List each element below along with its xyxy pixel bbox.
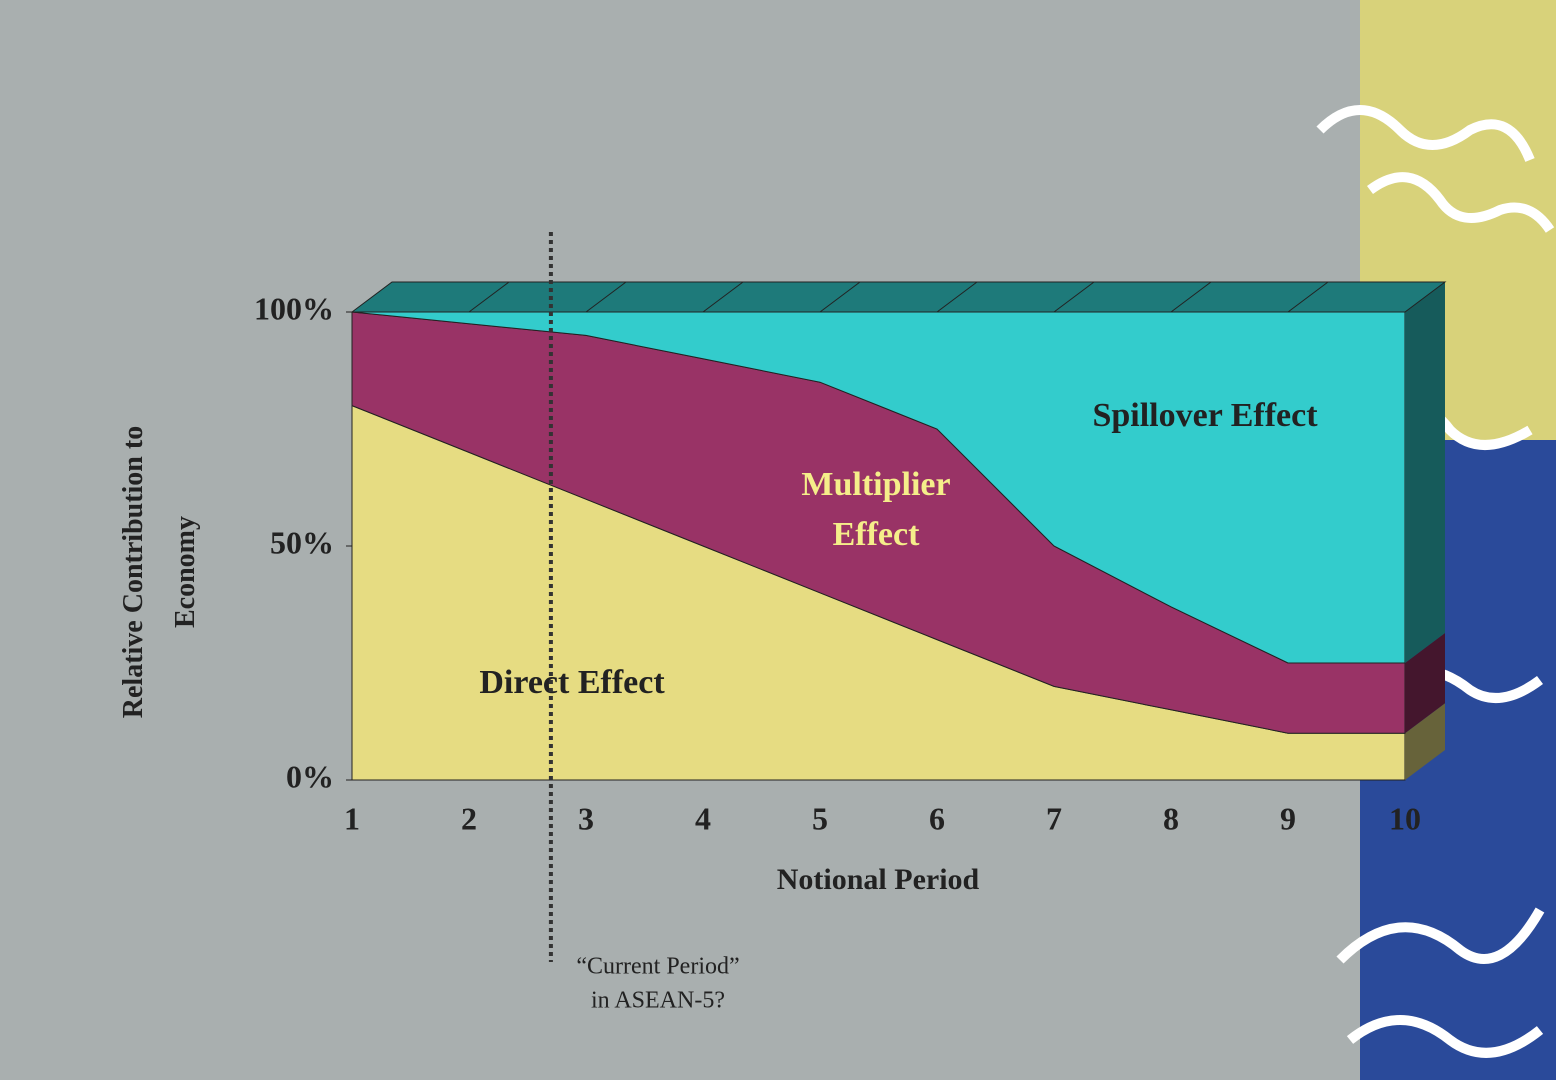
y-tick-label: 0%	[286, 758, 334, 794]
x-tick-label: 9	[1280, 800, 1296, 836]
series-label: Multiplier Effect	[776, 460, 976, 560]
y-axis-title: Relative Contribution to Economy	[108, 382, 212, 762]
x-tick-label: 6	[929, 800, 945, 836]
annotation-text: in ASEAN-5?	[591, 988, 725, 1014]
series-label: Direct Effect	[479, 664, 665, 701]
y-tick-label: 100%	[254, 290, 334, 326]
x-tick-label: 2	[461, 800, 477, 836]
y-tick-label: 50%	[270, 524, 334, 560]
side-face	[1405, 282, 1445, 663]
x-tick-label: 8	[1163, 800, 1179, 836]
series-label: Spillover Effect	[1092, 397, 1318, 434]
x-axis-title: Notional Period	[777, 863, 980, 896]
x-tick-label: 5	[812, 800, 828, 836]
top-face	[352, 282, 1445, 312]
x-tick-label: 1	[344, 800, 360, 836]
x-tick-label: 4	[695, 800, 711, 836]
page: 123456789100%50%100%Notional PeriodDirec…	[0, 0, 1556, 1080]
x-tick-label: 3	[578, 800, 594, 836]
annotation-text: “Current Period”	[576, 954, 739, 980]
x-tick-label: 7	[1046, 800, 1062, 836]
x-tick-label: 10	[1389, 800, 1421, 836]
